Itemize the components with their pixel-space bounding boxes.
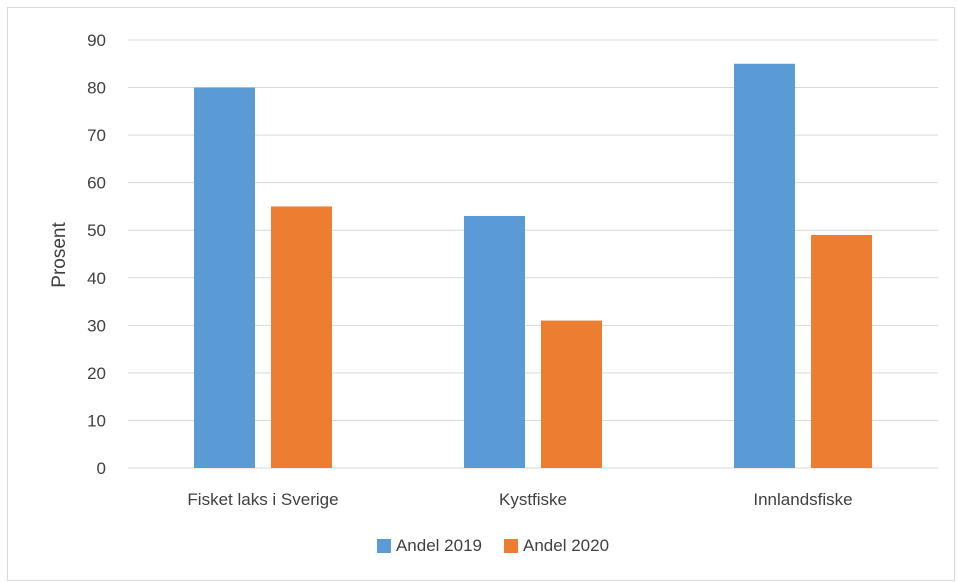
y-tick-label: 30 xyxy=(87,316,106,335)
y-tick-label: 50 xyxy=(87,221,106,240)
y-tick-label: 0 xyxy=(97,459,106,478)
y-tick-label: 40 xyxy=(87,269,106,288)
y-tick-label: 70 xyxy=(87,126,106,145)
legend-label: Andel 2019 xyxy=(396,536,482,555)
x-tick-label: Kystfiske xyxy=(499,490,567,509)
legend-swatch xyxy=(504,539,518,553)
bar-andel-2020 xyxy=(811,234,872,468)
legend-swatch xyxy=(376,539,391,553)
y-tick-label: 90 xyxy=(87,31,106,50)
bar-andel-2019 xyxy=(194,87,255,469)
x-tick-label: Innlandsfiske xyxy=(753,490,852,509)
legend: Andel 2019 Andel 2020 xyxy=(376,536,609,555)
x-tick-label: Fisket laks i Sverige xyxy=(187,490,338,509)
bar-andel-2019 xyxy=(464,215,525,468)
y-tick-label: 60 xyxy=(87,174,106,193)
bar-andel-2020 xyxy=(541,320,602,468)
y-tick-label: 20 xyxy=(87,364,106,383)
gridlines xyxy=(128,39,938,469)
y-axis-title: Prosent xyxy=(49,222,70,288)
y-tick-label: 10 xyxy=(87,411,106,430)
legend-label: Andel 2020 xyxy=(523,536,609,555)
bar-andel-2020 xyxy=(271,206,332,468)
y-tick-label: 80 xyxy=(87,79,106,98)
bars xyxy=(194,63,872,469)
bar-andel-2019 xyxy=(734,63,795,469)
y-axis-ticks: 0 10 20 30 40 50 60 70 80 90 xyxy=(87,31,106,478)
x-axis-ticks: Fisket laks i Sverige Kystfiske Innlandsfi… xyxy=(187,490,852,509)
